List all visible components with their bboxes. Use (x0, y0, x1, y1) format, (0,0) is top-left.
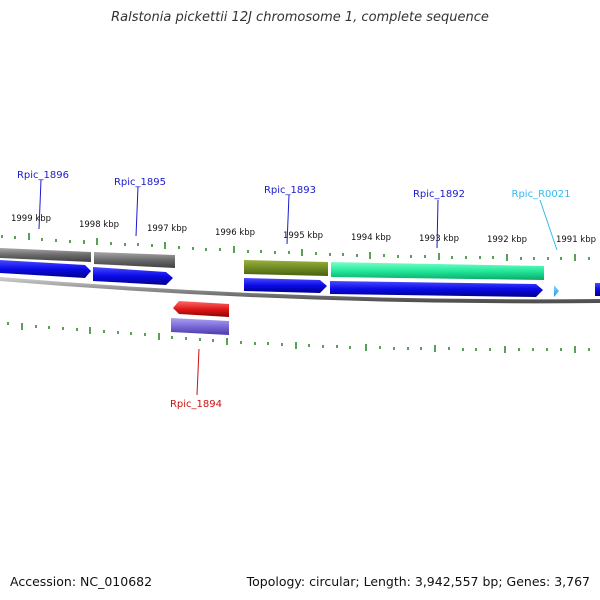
scale-label-1996: 1996 kbp (215, 228, 255, 238)
scale-label-1992: 1992 kbp (487, 235, 527, 245)
scale-label-1998: 1998 kbp (79, 220, 119, 230)
gene-label-rpic-r0021[interactable]: Rpic_R0021 (512, 189, 571, 200)
forward-cds-track (0, 260, 600, 297)
gene-block-gray-1[interactable] (0, 248, 91, 262)
scale-labels: 1999 kbp 1998 kbp 1997 kbp 1996 kbp 1995… (11, 214, 596, 245)
gene-label-rpic-1895[interactable]: Rpic_1895 (114, 177, 166, 188)
scale-label-1997: 1997 kbp (147, 224, 187, 234)
scale-label-1993: 1993 kbp (419, 234, 459, 244)
gene-label-rpic-1892[interactable]: Rpic_1892 (413, 189, 465, 200)
chromosome-backbone (0, 277, 600, 304)
gene-block-olive[interactable] (244, 260, 328, 276)
scale-label-1995: 1995 kbp (283, 231, 323, 241)
label-leaders (38, 179, 558, 396)
reverse-gene-track (171, 301, 229, 335)
cds-arrow-rpic-1892[interactable] (330, 281, 543, 297)
gene-block-gray-2[interactable] (94, 252, 175, 268)
gene-label-rpic-1894[interactable]: Rpic_1894 (170, 399, 222, 410)
trna-arrow-rpic-r0021[interactable] (554, 285, 559, 297)
cds-arrow-edge[interactable] (595, 283, 600, 296)
cds-arrow-rpic-1896[interactable] (0, 260, 91, 278)
upper-gene-track (0, 248, 544, 280)
scale-label-1991: 1991 kbp (556, 235, 596, 245)
scale-label-1994: 1994 kbp (351, 233, 391, 243)
cds-arrow-rpic-1895[interactable] (93, 267, 173, 285)
accession-text: Accession: NC_010682 (10, 574, 153, 589)
map-title: Ralstonia pickettii 12J chromosome 1, co… (111, 10, 489, 25)
scale-label-1999: 1999 kbp (11, 214, 51, 224)
upper-scale-ticks (1, 233, 590, 261)
gene-labels: Rpic_1896 Rpic_1895 Rpic_1893 Rpic_1892 … (17, 170, 571, 410)
lower-scale-ticks (7, 322, 590, 353)
genome-summary-text: Topology: circular; Length: 3,942,557 bp… (246, 574, 590, 589)
cds-arrow-rpic-1894[interactable] (173, 301, 229, 317)
gene-label-rpic-1896[interactable]: Rpic_1896 (17, 170, 69, 181)
gene-block-teal[interactable] (331, 262, 544, 280)
gene-label-rpic-1893[interactable]: Rpic_1893 (264, 185, 316, 196)
gene-block-lavender[interactable] (171, 318, 229, 335)
cds-arrow-rpic-1893[interactable] (244, 278, 327, 293)
